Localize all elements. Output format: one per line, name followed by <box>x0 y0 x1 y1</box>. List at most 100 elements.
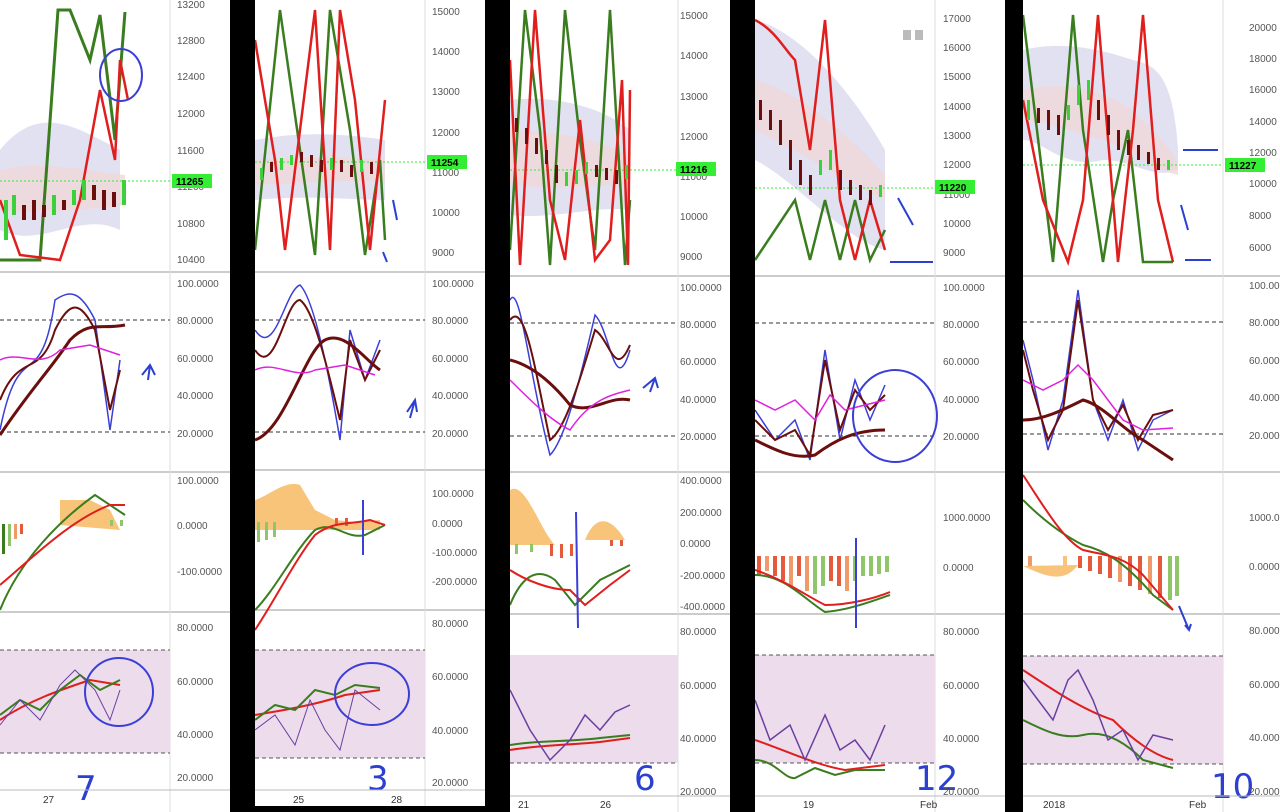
tick: 12000 <box>1249 148 1277 159</box>
tick: -100.0000 <box>432 548 477 559</box>
tick: 60.0000 <box>177 677 214 688</box>
scale-button[interactable] <box>903 30 911 40</box>
tick: 100.0000 <box>943 283 985 294</box>
chart-panel-5-svg: 20000 18000 16000 14000 12000 10000 8000… <box>1023 0 1280 812</box>
tick: 6000 <box>1249 243 1272 254</box>
chart-panel-4: 17000 16000 15000 14000 13000 12000 1100… <box>755 0 1005 812</box>
tick: 20.0000 <box>177 429 214 440</box>
tick: 80.0000 <box>1249 626 1280 637</box>
x-axis-label: 25 <box>293 795 305 806</box>
tick: 100.0000 <box>177 476 219 487</box>
tick: 40.0000 <box>943 734 980 745</box>
tick: 9000 <box>432 248 455 259</box>
rsi-axis-labels: 80.0000 60.0000 40.0000 20.0000 <box>177 623 214 784</box>
tick: 0.0000 <box>943 563 974 574</box>
tick: 80.0000 <box>943 320 980 331</box>
tick: 60.0000 <box>680 681 717 692</box>
tick: 40.0000 <box>177 730 214 741</box>
green-line <box>0 8 127 262</box>
tick: 60.0000 <box>1249 356 1280 367</box>
chart-panel-1: 13200 12800 12400 12000 11600 11200 1080… <box>0 0 230 812</box>
price-tag-label: 11216 <box>680 165 708 176</box>
tick: 80.0000 <box>177 623 214 634</box>
tick: 100.0000 <box>432 489 474 500</box>
tick: 100.0000 <box>432 279 474 290</box>
tick: 11600 <box>177 146 205 157</box>
tick: 15000 <box>680 11 708 22</box>
tick: 10000 <box>432 208 460 219</box>
tick: 80.0000 <box>943 627 980 638</box>
tick: 17000 <box>943 14 971 25</box>
tick: 60.0000 <box>680 357 717 368</box>
tick: 60.0000 <box>432 672 469 683</box>
tick: 14000 <box>1249 117 1277 128</box>
tick: 40.0000 <box>177 391 214 402</box>
tick: 13000 <box>432 87 460 98</box>
tick: 10400 <box>177 255 205 266</box>
tick: 10000 <box>1249 179 1277 190</box>
tick: 80.0000 <box>432 316 469 327</box>
price-tag <box>172 174 212 188</box>
x-axis-label: 27 <box>43 795 55 806</box>
chart-panel-4-svg: 17000 16000 15000 14000 13000 12000 1100… <box>755 0 1005 812</box>
tick: 60.0000 <box>943 681 980 692</box>
tick: -200.0000 <box>432 577 477 588</box>
tick: 20.0000 <box>943 787 980 798</box>
tick: 16000 <box>943 43 971 54</box>
price-axis-labels: 13200 12800 12400 12000 11600 11200 1080… <box>177 0 205 266</box>
x-axis-label: 19 <box>803 800 815 811</box>
tick: 10000 <box>943 219 971 230</box>
tick: 9000 <box>943 248 966 259</box>
tick: 80.0000 <box>680 320 717 331</box>
tick: 14000 <box>432 47 460 58</box>
tick: 20.0000 <box>680 787 717 798</box>
tick: 20000 <box>1249 23 1277 34</box>
tick: 0.0000 <box>432 519 463 530</box>
tick: 100.0000 <box>680 283 722 294</box>
annotation-number: 10 <box>1211 767 1254 807</box>
annotation-number: 3 <box>367 759 389 799</box>
tick: 40.0000 <box>1249 733 1280 744</box>
tick: 20.0000 <box>432 429 469 440</box>
scale-button[interactable] <box>915 30 923 40</box>
tick: 20.0000 <box>680 432 717 443</box>
tick: 20.0000 <box>943 432 980 443</box>
tick: 12000 <box>943 160 971 171</box>
x-axis-label: 2018 <box>1043 800 1066 811</box>
tick: 13000 <box>943 131 971 142</box>
tick: 12000 <box>680 132 708 143</box>
tick: 13200 <box>177 0 205 11</box>
tick: 100.0000 <box>177 279 219 290</box>
tick: 11000 <box>432 168 460 179</box>
hand-drawn-circle <box>99 48 143 102</box>
price-tag-label: 11227 <box>1229 161 1257 172</box>
tick: 40.0000 <box>1249 393 1280 404</box>
tick: 12400 <box>177 72 205 83</box>
tick: 20.0000 <box>1249 431 1280 442</box>
x-axis-label: 26 <box>600 800 612 811</box>
chart-panel-3-svg: 15000 14000 13000 12000 11000 10000 9000… <box>510 0 730 812</box>
tick: 16000 <box>1249 85 1277 96</box>
tick: 14000 <box>943 102 971 113</box>
tick: 1000.0000 <box>1249 513 1280 524</box>
tick: 80.0000 <box>1249 318 1280 329</box>
tick: 10800 <box>177 219 205 230</box>
annotation-number: 6 <box>634 759 656 799</box>
tick: 60.0000 <box>1249 680 1280 691</box>
tick: 12800 <box>177 36 205 47</box>
tick: 40.0000 <box>432 391 469 402</box>
chart-panel-2: 15000 14000 13000 12000 11000 10000 9000… <box>255 0 485 806</box>
tick: 12000 <box>432 128 460 139</box>
annotation-number: 7 <box>75 769 97 809</box>
tick: 200.0000 <box>680 508 722 519</box>
tick: 11000 <box>943 190 971 201</box>
x-axis-label: Feb <box>1189 800 1207 811</box>
tick: 11000 <box>680 172 708 183</box>
tick: 80.0000 <box>432 619 469 630</box>
tick: 400.0000 <box>680 476 722 487</box>
tick: 40.0000 <box>432 726 469 737</box>
tick: -200.0000 <box>680 571 725 582</box>
price-tag-label: 11254 <box>431 158 459 169</box>
tick: 80.0000 <box>680 627 717 638</box>
tick: 0.0000 <box>177 521 208 532</box>
